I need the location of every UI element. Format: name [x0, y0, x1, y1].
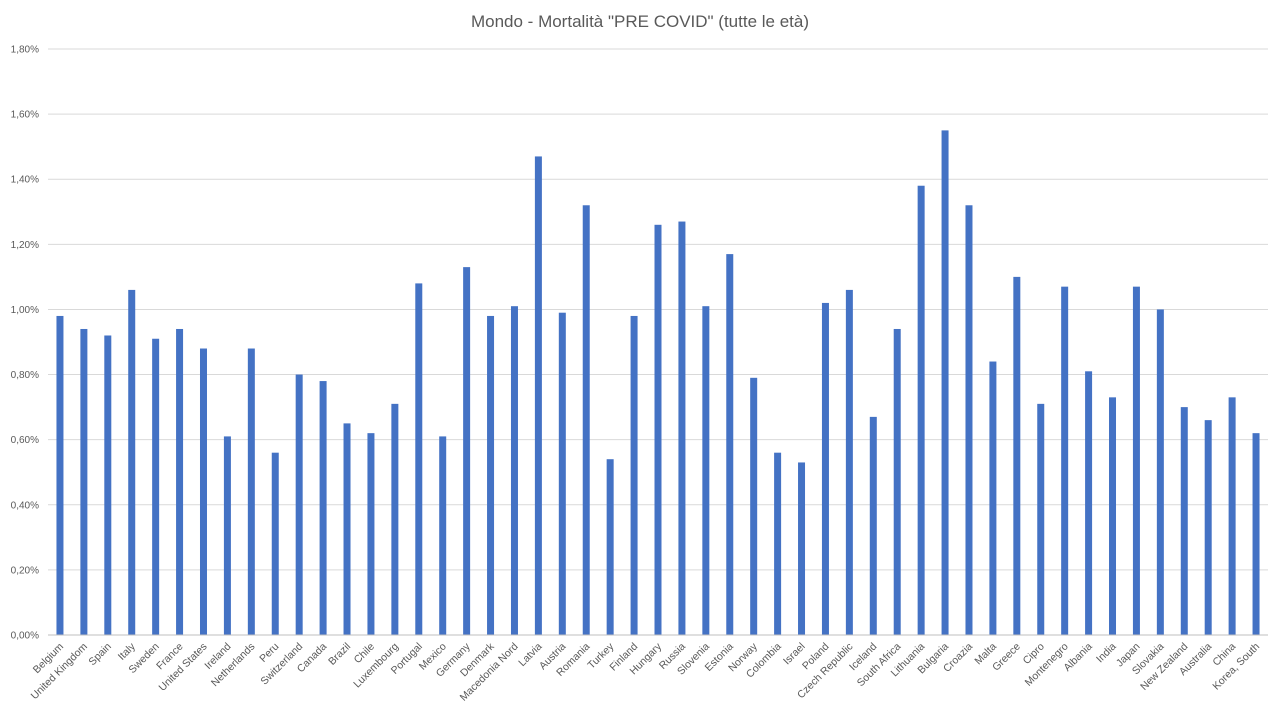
bar-france — [176, 328, 184, 635]
bar-greece — [1013, 276, 1021, 635]
y-tick-label: 1,20% — [11, 240, 39, 251]
y-tick-label: 1,00% — [11, 305, 39, 316]
bar-estonia — [726, 254, 734, 635]
y-axis-ticks: 0,00% 0,20% 0,40% 0,60% 0,80% 1,00% 1,20% 1,40%… — [11, 45, 39, 642]
y-tick-label: 0,00% — [11, 631, 39, 642]
bar-mexico — [439, 436, 447, 635]
bar-poland — [821, 302, 829, 635]
bar-russia — [678, 221, 686, 636]
bar-germany — [463, 267, 471, 635]
bar-lithuania — [917, 185, 925, 635]
y-tick-label: 1,80% — [11, 45, 39, 56]
bar-netherlands — [247, 348, 255, 635]
bar-hungary — [654, 224, 662, 636]
bar-croazia — [965, 205, 973, 635]
bar-south-africa — [893, 328, 901, 635]
bar-india — [1109, 397, 1117, 635]
bar-korea-south — [1252, 433, 1260, 635]
bar-portugal — [415, 283, 423, 635]
bar-australia — [1204, 420, 1212, 635]
bar-cipro — [1037, 403, 1045, 635]
bar-canada — [319, 381, 327, 635]
y-tick-label: 1,40% — [11, 175, 39, 186]
bar-romania — [582, 205, 590, 635]
bar-italy — [128, 289, 136, 635]
bar-austria — [558, 312, 566, 635]
bar-belgium — [56, 315, 64, 635]
bar-bulgaria — [941, 130, 949, 635]
y-tick-label: 0,20% — [11, 565, 39, 576]
chart-title: Mondo - Mortalità "PRE COVID" (tutte le … — [471, 12, 809, 31]
bar-slovenia — [702, 306, 710, 635]
bar-turkey — [606, 459, 614, 635]
bar-israel — [798, 462, 806, 635]
bar-sweden — [152, 338, 160, 635]
y-tick-label: 0,80% — [11, 370, 39, 381]
x-tick-label: Spain — [86, 641, 114, 669]
bar-united-states — [199, 348, 207, 635]
bar-norway — [750, 377, 758, 635]
bar-montenegro — [1061, 286, 1069, 635]
bar-china — [1228, 397, 1236, 635]
bar-latvia — [534, 156, 542, 635]
bar-peru — [271, 452, 279, 635]
bar-finland — [630, 315, 638, 635]
bar-brazil — [343, 423, 351, 635]
y-tick-label: 0,60% — [11, 435, 39, 446]
bar-albania — [1085, 371, 1093, 635]
bar-spain — [104, 335, 112, 635]
bar-macedonia-nord — [510, 306, 518, 635]
bar-ireland — [223, 436, 231, 635]
bar-denmark — [487, 315, 495, 635]
bar-slovakia — [1156, 309, 1164, 635]
bar-czech-republic — [845, 289, 853, 635]
bar-chile — [367, 433, 375, 635]
bar-colombia — [774, 452, 782, 635]
y-tick-label: 0,40% — [11, 500, 39, 511]
bar-new-zealand — [1180, 407, 1188, 635]
bar-japan — [1132, 286, 1140, 635]
bar-switzerland — [295, 374, 303, 635]
bar-malta — [989, 361, 997, 635]
bar-united-kingdom — [80, 328, 88, 635]
bar-iceland — [869, 416, 877, 635]
x-tick-label: Brazil — [326, 641, 353, 668]
bars — [56, 130, 1260, 636]
bar-luxembourg — [391, 403, 399, 635]
y-tick-label: 1,60% — [11, 110, 39, 121]
